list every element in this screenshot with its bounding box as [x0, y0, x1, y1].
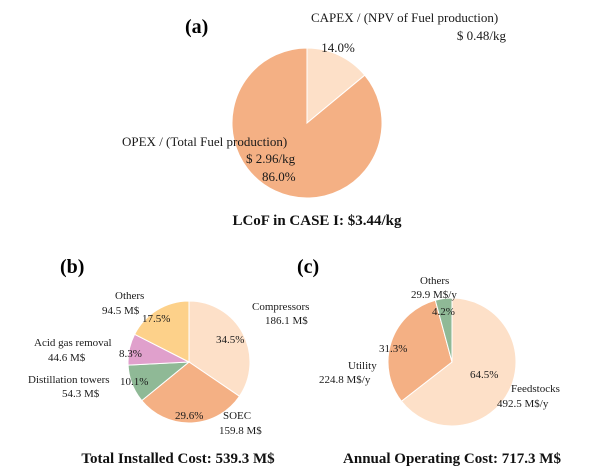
label-distillation: Distillation towers	[28, 374, 110, 386]
percent-acid-gas: 8.3%	[119, 348, 142, 360]
label-acid-gas: Acid gas removal	[34, 337, 112, 349]
panel-label-b: (b)	[60, 256, 84, 278]
pie-c-slice-others	[434, 297, 453, 363]
value-acid-gas: 44.6 M$	[48, 352, 86, 364]
percent-distillation: 10.1%	[120, 376, 148, 388]
label-capex: CAPEX / (NPV of Fuel production)	[311, 10, 498, 25]
value-capex: $ 0.48/kg	[457, 28, 507, 43]
percent-others-c: 4.2%	[432, 306, 455, 318]
caption-b: Total Installed Cost: 539.3 M$	[81, 451, 275, 467]
percent-soec: 29.6%	[175, 410, 203, 422]
label-soec: SOEC	[223, 410, 251, 422]
pie-a-slice-opex-total-fuel-production	[231, 47, 383, 199]
value-opex: $ 2.96/kg	[246, 151, 296, 166]
percent-capex: 14.0%	[321, 40, 355, 55]
pie-c-slice-feedstocks	[400, 297, 517, 427]
caption-a: LCoF in CASE I: $3.44/kg	[232, 213, 402, 229]
label-others-c: Others	[420, 275, 449, 287]
label-utility: Utility	[348, 360, 377, 372]
value-feedstocks: 492.5 M$/y	[497, 398, 549, 410]
pie-b-slice-others	[133, 300, 190, 363]
pie-b-slice-soec	[141, 361, 241, 424]
panel-label-c: (c)	[297, 256, 319, 278]
value-distillation: 54.3 M$	[62, 388, 100, 400]
pie-chart-a	[231, 47, 383, 199]
percent-others-b: 17.5%	[142, 313, 170, 325]
pie-b-slice-compressors	[188, 300, 251, 397]
percent-compressors: 34.5%	[216, 334, 244, 346]
label-opex: OPEX / (Total Fuel production)	[122, 134, 287, 149]
label-compressors: Compressors	[252, 301, 309, 313]
value-others-b: 94.5 M$	[102, 305, 140, 317]
percent-utility: 31.3%	[379, 343, 407, 355]
pie-c-slice-utility	[387, 299, 453, 402]
label-others-b: Others	[115, 290, 144, 302]
value-soec: 159.8 M$	[219, 425, 262, 437]
caption-c: Annual Operating Cost: 717.3 M$	[343, 451, 561, 467]
value-compressors: 186.1 M$	[265, 315, 308, 327]
pie-a-slice-capex-npv-of-fuel-production	[306, 47, 366, 125]
pie-chart-b	[127, 300, 251, 424]
pie-chart-c	[387, 297, 517, 427]
percent-feedstocks: 64.5%	[470, 369, 498, 381]
panel-label-a: (a)	[185, 16, 208, 38]
label-feedstocks: Feedstocks	[511, 383, 560, 395]
value-utility: 224.8 M$/y	[319, 374, 371, 386]
value-others-c: 29.9 M$/y	[411, 289, 457, 301]
percent-opex: 86.0%	[262, 169, 296, 184]
